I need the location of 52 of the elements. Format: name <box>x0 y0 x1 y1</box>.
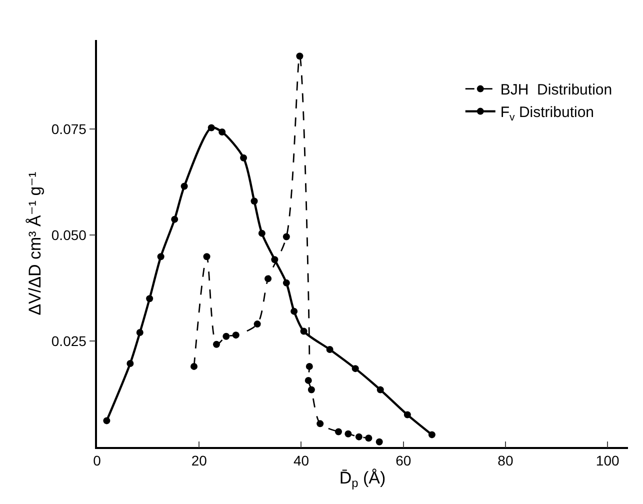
point <box>365 434 372 442</box>
x-tick-label: 0 <box>93 452 102 469</box>
point <box>404 411 411 418</box>
point <box>222 332 230 340</box>
point <box>157 253 164 260</box>
legend-label: BJH Distribution <box>500 82 612 99</box>
point <box>335 428 342 436</box>
point <box>254 320 261 328</box>
point <box>352 365 359 372</box>
point <box>240 154 248 162</box>
y-axis-title: ΔV/ΔD cm³ Å⁻¹ g⁻¹ <box>25 171 44 316</box>
point <box>136 329 144 336</box>
point <box>355 433 362 440</box>
point <box>300 328 308 335</box>
point <box>258 230 266 237</box>
point <box>376 438 383 446</box>
y-tick-label: 0.075 <box>51 120 87 137</box>
point <box>296 52 304 60</box>
point <box>428 431 436 438</box>
point <box>180 182 188 190</box>
point <box>250 198 258 205</box>
point <box>308 386 315 394</box>
x-tick-label: 40 <box>293 452 310 469</box>
point <box>271 256 278 264</box>
point <box>218 128 226 136</box>
point <box>376 386 384 394</box>
point <box>282 279 290 286</box>
point <box>326 346 334 353</box>
x-axis-title: D̄$_{p}$ (Å) <box>339 468 386 490</box>
point <box>282 233 290 240</box>
point <box>208 124 215 132</box>
point <box>146 295 154 302</box>
point <box>203 253 210 260</box>
point <box>290 308 298 315</box>
point <box>264 275 272 282</box>
y-tick-label: 0.025 <box>51 332 87 349</box>
point <box>304 376 312 384</box>
x-tick-label: 100 <box>596 452 620 469</box>
point <box>232 332 240 339</box>
x-tick-label: 20 <box>191 452 208 469</box>
x-tick-label: 60 <box>396 452 412 469</box>
point <box>126 360 134 367</box>
x-tick-label: 80 <box>498 452 514 469</box>
point <box>306 362 313 370</box>
point <box>103 417 110 424</box>
legend-label: F$_{v}$ Distribution <box>500 104 594 124</box>
point <box>171 216 178 223</box>
point <box>190 362 198 370</box>
point <box>212 340 220 348</box>
point <box>344 430 352 438</box>
y-tick-label: 0.050 <box>51 226 87 243</box>
point <box>316 420 324 428</box>
